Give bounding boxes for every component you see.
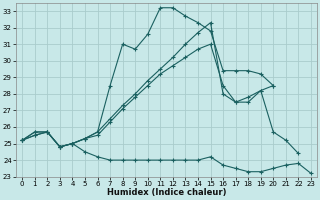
X-axis label: Humidex (Indice chaleur): Humidex (Indice chaleur) [107,188,226,197]
